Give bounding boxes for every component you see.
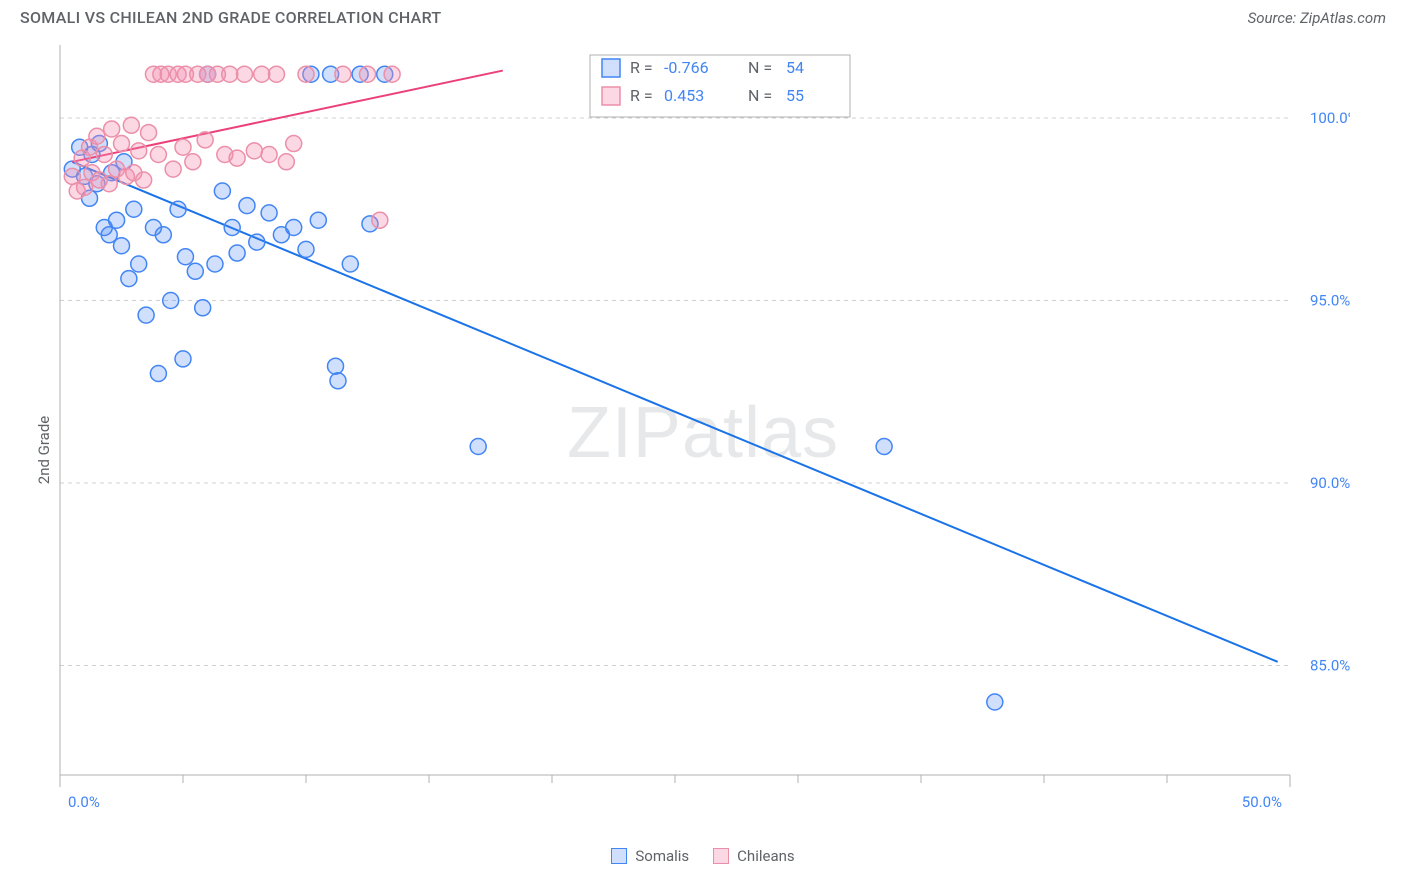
- legend: Somalis Chileans: [0, 847, 1406, 865]
- legend-label: Somalis: [635, 847, 689, 865]
- header: SOMALI VS CHILEAN 2ND GRADE CORRELATION …: [0, 0, 1406, 35]
- svg-text:0.453: 0.453: [664, 86, 704, 105]
- svg-text:R =: R =: [630, 86, 653, 105]
- chart-title: SOMALI VS CHILEAN 2ND GRADE CORRELATION …: [20, 8, 441, 27]
- svg-text:N =: N =: [748, 58, 772, 77]
- svg-text:0.0%: 0.0%: [68, 793, 100, 811]
- legend-swatch: [713, 848, 729, 864]
- svg-text:R =: R =: [630, 58, 653, 77]
- svg-text:95.0%: 95.0%: [1310, 292, 1350, 310]
- source-attribution: Source: ZipAtlas.com: [1248, 9, 1386, 27]
- legend-item-chileans: Chileans: [713, 847, 794, 865]
- svg-text:54: 54: [786, 58, 804, 77]
- svg-text:85.0%: 85.0%: [1310, 657, 1350, 675]
- svg-text:55: 55: [786, 86, 804, 105]
- svg-text:-0.766: -0.766: [664, 58, 709, 77]
- legend-swatch: [611, 848, 627, 864]
- svg-text:50.0%: 50.0%: [1242, 793, 1282, 811]
- legend-item-somalis: Somalis: [611, 847, 689, 865]
- svg-text:90.0%: 90.0%: [1310, 474, 1350, 492]
- legend-label: Chileans: [737, 847, 794, 865]
- svg-text:N =: N =: [748, 86, 772, 105]
- svg-text:100.0%: 100.0%: [1310, 109, 1350, 127]
- chart-container: 2nd Grade ZIPatlas 85.0%90.0%95.0%100.0%…: [0, 35, 1406, 865]
- scatter-plot: 85.0% 90.0% 95.0% 100.0% 0.0% 50.0% R = -0.766…: [50, 35, 1350, 825]
